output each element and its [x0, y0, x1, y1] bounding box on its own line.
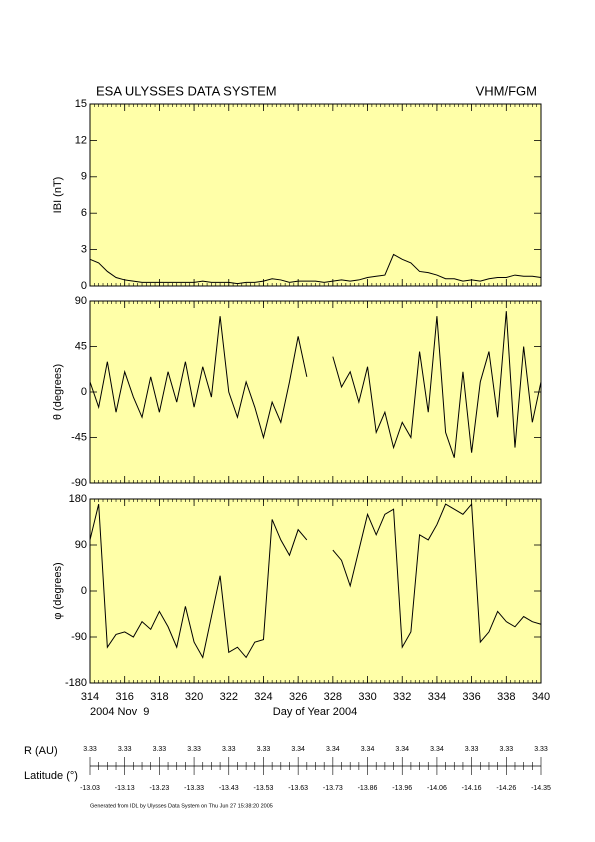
- latitude-value: -13.73: [323, 785, 343, 792]
- y-tick-label: -90: [71, 631, 87, 643]
- x-tick-label: 340: [532, 691, 550, 703]
- y-tick-label: 3: [81, 244, 87, 256]
- x-tick-label: 322: [220, 691, 238, 703]
- x-tick-label: 324: [254, 691, 272, 703]
- y-tick-label: 0: [81, 386, 87, 398]
- r-value: 3.34: [395, 746, 409, 753]
- x-tick-label: 334: [428, 691, 446, 703]
- instrument: VHM/FGM: [476, 83, 537, 98]
- r-value: 3.33: [118, 746, 132, 753]
- latitude-value: -13.03: [80, 785, 100, 792]
- latitude-value: -13.96: [392, 785, 412, 792]
- latitude-value: -13.53: [254, 785, 274, 792]
- r-value: 3.33: [187, 746, 201, 753]
- data-line: [89, 311, 542, 458]
- latitude-label: Latitude (°): [24, 770, 78, 782]
- plot-frame: [89, 498, 542, 684]
- y-tick-label: -180: [65, 677, 87, 689]
- plot-area: [90, 104, 541, 286]
- x-tick-label: 328: [324, 691, 342, 703]
- plot-frame: [89, 300, 542, 484]
- r-value: 3.34: [291, 746, 305, 753]
- latitude-value: -13.63: [288, 785, 308, 792]
- x-tick-label: 338: [497, 691, 515, 703]
- y-tick-label: 15: [75, 98, 87, 110]
- r-value: 3.33: [499, 746, 513, 753]
- x-tick-label: 330: [358, 691, 376, 703]
- x-tick-label: 314: [81, 691, 99, 703]
- date-label: 2004 Nov 9: [90, 706, 149, 718]
- x-tick-label: 316: [116, 691, 134, 703]
- r-value: 3.33: [83, 746, 97, 753]
- y-tick-label: 12: [75, 134, 87, 146]
- latitude-value: -13.23: [149, 785, 169, 792]
- latitude-value: -14.16: [462, 785, 482, 792]
- y-tick-label: 90: [75, 539, 87, 551]
- latitude-value: -14.35: [531, 785, 551, 792]
- y-tick-label: 45: [75, 340, 87, 352]
- x-tick-label: 326: [289, 691, 307, 703]
- y-tick-label: 90: [75, 295, 87, 307]
- y-tick-label: 9: [81, 171, 87, 183]
- plot-area: [90, 301, 541, 483]
- latitude-value: -14.06: [427, 785, 447, 792]
- x-tick-label: 320: [185, 691, 203, 703]
- x-tick-label: 336: [462, 691, 480, 703]
- data-line: [89, 253, 542, 285]
- x-tick-label: 318: [150, 691, 168, 703]
- x-tick-label: 332: [393, 691, 411, 703]
- latitude-value: -13.33: [184, 785, 204, 792]
- latitude-value: -13.43: [219, 785, 239, 792]
- r-value: 3.33: [222, 746, 236, 753]
- y-tick-label: -90: [71, 477, 87, 489]
- x-axis-label: Day of Year 2004: [273, 706, 357, 718]
- data-line: [89, 502, 542, 659]
- r-value: 3.33: [465, 746, 479, 753]
- latitude-value: -13.86: [358, 785, 378, 792]
- r-value: 3.33: [257, 746, 271, 753]
- r-value: 3.34: [361, 746, 375, 753]
- plot-frame: [89, 103, 542, 287]
- r-value: 3.33: [534, 746, 548, 753]
- plot-area: [90, 499, 541, 683]
- title: ESA ULYSSES DATA SYSTEM: [96, 83, 277, 98]
- r-value: 3.34: [326, 746, 340, 753]
- latitude-value: -13.13: [115, 785, 135, 792]
- y-tick-label: 6: [81, 207, 87, 219]
- r-label: R (AU): [24, 745, 58, 757]
- latitude-value: -14.26: [496, 785, 516, 792]
- r-value: 3.34: [430, 746, 444, 753]
- y-axis-label: IBI (nT): [52, 177, 64, 214]
- y-tick-label: 0: [81, 585, 87, 597]
- y-tick-label: -45: [71, 431, 87, 443]
- r-value: 3.33: [153, 746, 167, 753]
- footer: Generated from IDL by Ulysses Data Syste…: [90, 803, 273, 809]
- y-tick-label: 180: [69, 493, 87, 505]
- y-axis-label: θ (degrees): [52, 364, 64, 420]
- y-axis-label: φ (degrees): [52, 562, 64, 619]
- y-tick-label: 0: [81, 280, 87, 292]
